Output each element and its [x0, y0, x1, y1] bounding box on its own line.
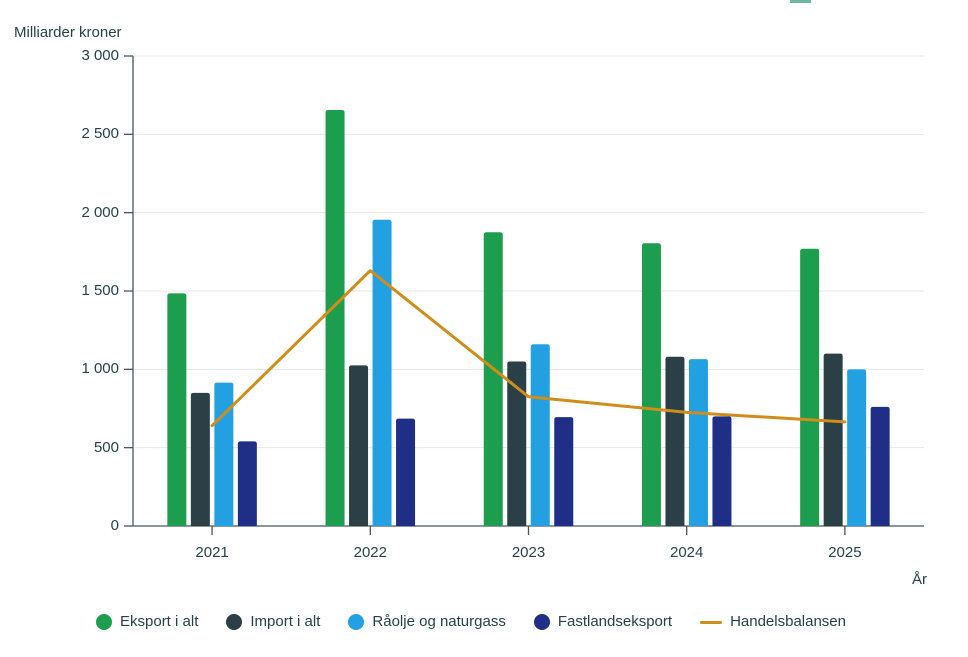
- x-axis-title: År: [912, 571, 927, 588]
- legend-label-import-i-alt: Import i alt: [250, 613, 321, 630]
- bar-fastlandseksport-2024[interactable]: [712, 416, 732, 526]
- legend-item-r-olje-og-naturgass[interactable]: Råolje og naturgass: [348, 613, 506, 631]
- y-axis-unit-label: Milliarder kroner: [14, 24, 122, 41]
- legend-item-fastlandseksport[interactable]: Fastlandseksport: [533, 613, 673, 631]
- bar-eksport-i-alt-2024[interactable]: [641, 243, 661, 526]
- bar-r-olje-og-naturgass-2022[interactable]: [372, 219, 392, 526]
- legend-circle-icon-r-olje-og-naturgass: [348, 614, 365, 630]
- x-tick-label-2023: 2023: [511, 544, 546, 561]
- bar-fastlandseksport-2021[interactable]: [237, 441, 257, 526]
- y-tick-label-500: 500: [93, 438, 119, 456]
- bar-r-olje-og-naturgass-2021[interactable]: [214, 382, 234, 526]
- legend-item-handelsbalansen[interactable]: Handelsbalansen: [700, 613, 846, 631]
- bar-eksport-i-alt-2021[interactable]: [167, 293, 187, 526]
- bar-import-i-alt-2025[interactable]: [823, 353, 843, 526]
- legend-label-r-olje-og-naturgass: Råolje og naturgass: [372, 613, 506, 630]
- bar-fastlandseksport-2023[interactable]: [554, 417, 574, 526]
- y-tick-label-3-000: 3 000: [81, 47, 119, 64]
- bar-import-i-alt-2021[interactable]: [190, 392, 210, 526]
- bar-eksport-i-alt-2025[interactable]: [800, 248, 820, 526]
- legend-circle-icon-import-i-alt: [226, 614, 243, 630]
- bar-r-olje-og-naturgass-2023[interactable]: [530, 344, 550, 526]
- x-tick-label-2024: 2024: [670, 544, 704, 561]
- legend-line-icon-handelsbalansen: [700, 620, 723, 624]
- legend-label-fastlandseksport: Fastlandseksport: [557, 613, 673, 630]
- x-tick-label-2022: 2022: [353, 544, 387, 561]
- y-tick-label-2-000: 2 000: [81, 203, 119, 221]
- bar-r-olje-og-naturgass-2024[interactable]: [688, 359, 708, 526]
- bar-eksport-i-alt-2023[interactable]: [483, 232, 503, 526]
- bar-import-i-alt-2022[interactable]: [349, 365, 369, 526]
- line-handelsbalansen[interactable]: [210, 269, 847, 428]
- bar-import-i-alt-2024[interactable]: [665, 356, 685, 526]
- bar-fastlandseksport-2025[interactable]: [870, 406, 890, 526]
- legend-circle-icon-fastlandseksport: [533, 614, 550, 630]
- y-tick-label-1-000: 1 000: [81, 360, 119, 378]
- legend-label-handelsbalansen: Handelsbalansen: [730, 613, 846, 630]
- top-edge-artifact: [790, 0, 811, 3]
- x-tick-label-2021: 2021: [195, 544, 229, 561]
- chart-legend: Eksport i alt Import i alt Råolje og natur…: [96, 612, 846, 632]
- y-tick-label-2-500: 2 500: [81, 125, 119, 143]
- bar-fastlandseksport-2022[interactable]: [396, 418, 416, 526]
- x-tick-label-2025: 2025: [828, 544, 862, 561]
- bar-eksport-i-alt-2022[interactable]: [325, 110, 345, 527]
- legend-label-eksport-i-alt: Eksport i alt: [120, 613, 199, 630]
- bar-import-i-alt-2023[interactable]: [507, 361, 527, 527]
- y-tick-label-1-500: 1 500: [81, 282, 119, 299]
- legend-item-import-i-alt[interactable]: Import i alt: [226, 613, 320, 631]
- bar-r-olje-og-naturgass-2025[interactable]: [847, 369, 867, 526]
- y-tick-label-0: 0: [110, 517, 119, 534]
- legend-item-eksport-i-alt[interactable]: Eksport i alt: [96, 613, 198, 631]
- legend-circle-icon-eksport-i-alt: [96, 614, 112, 630]
